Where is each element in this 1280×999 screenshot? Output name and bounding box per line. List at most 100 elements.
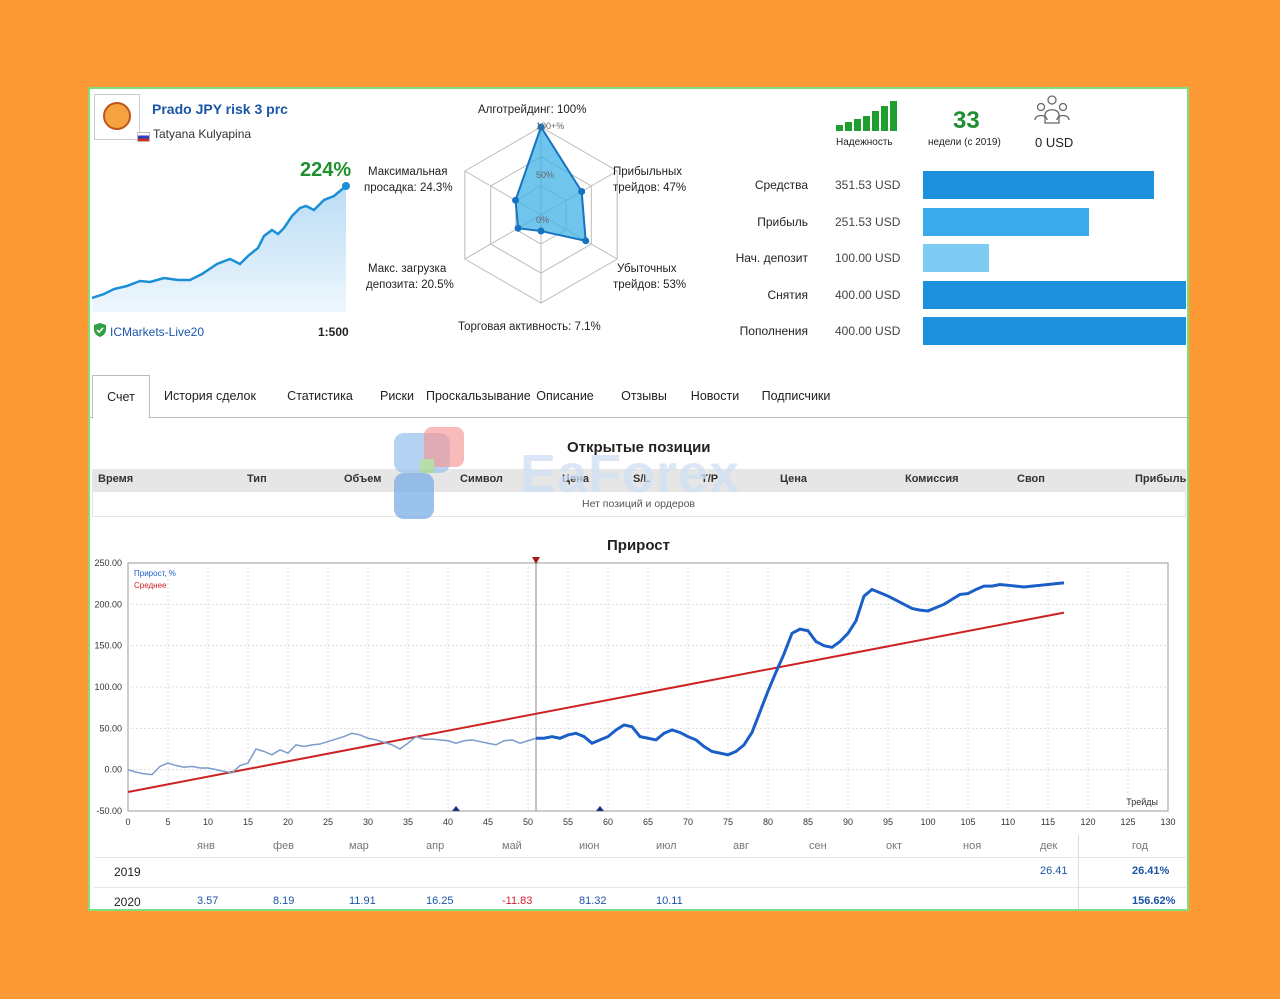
mini-growth-area [92, 186, 346, 312]
broker-server[interactable]: ICMarkets-Live20 [110, 325, 205, 339]
growth-chart: 0 5 10 15 20 25 30 35 40 45 50 55 60 65 70 75 80 85 90 95 10… [94, 557, 1176, 827]
reliability-label: Надежность [836, 137, 893, 148]
signal-title[interactable]: Prado JPY risk 3 prc [152, 101, 288, 117]
positions-header-6[interactable]: T/P [701, 473, 719, 485]
split-marker-triangle [532, 557, 540, 564]
reliability-bars-icon [836, 101, 897, 131]
positions-header-3[interactable]: Символ [460, 473, 503, 485]
tab-5[interactable]: Описание [536, 389, 594, 403]
positions-empty-text: Нет позиций и ордеров [582, 498, 695, 510]
bottom-marker-triangle [452, 806, 460, 811]
growth-percent: 224% [300, 159, 352, 181]
author-name[interactable]: Tatyana Kulyapina [153, 127, 252, 141]
x-tick-label: 40 [443, 817, 453, 827]
finance-value-3: 400.00 USD [835, 287, 901, 302]
signal-avatar[interactable] [94, 94, 140, 140]
x-tick-label: 15 [243, 817, 253, 827]
tab-8[interactable]: Подписчики [761, 389, 831, 403]
x-tick-label: 75 [723, 817, 733, 827]
tab-7[interactable]: Новости [690, 389, 740, 403]
x-tick-label: 105 [960, 817, 975, 827]
radar-label-load-1: Макс. загрузка [368, 263, 447, 275]
radar-tick-100: 100+% [536, 121, 565, 131]
month-header-8: сен [809, 840, 827, 852]
x-tick-label: 100 [920, 817, 935, 827]
radar-label-max-dd-1: Максимальная [368, 166, 448, 178]
year-value-1-5: 81.32 [579, 895, 607, 907]
year-value-1-0: 3.57 [197, 895, 219, 907]
x-tick-label: 20 [283, 817, 293, 827]
finance-label-3: Снятия [767, 287, 809, 302]
positions-header-4[interactable]: Цена [562, 473, 590, 485]
positions-header-10[interactable]: Прибыль [1135, 473, 1187, 485]
positions-table-header: Время Тип Объем Символ Цена S/L T/P Цена Комисси… [92, 469, 1186, 491]
yearly-returns-table: янв фев мар апр май июн июл авг сен окт ноя дек год 2… [90, 835, 1187, 909]
radar-label-loss-2: трейдов: 53% [613, 279, 687, 291]
growth-chart-title: Прирост [607, 537, 670, 554]
table-divider [94, 857, 1186, 858]
positions-header-9[interactable]: Своп [1017, 473, 1045, 485]
month-header-2: мар [349, 840, 369, 852]
finance-label-2: Нач. депозит [735, 251, 808, 266]
y-tick-label: 0.00 [104, 765, 122, 775]
positions-header-0[interactable]: Время [98, 473, 134, 485]
table-divider [94, 887, 1186, 888]
finance-bar-1 [923, 207, 1089, 236]
tab-1[interactable]: История сделок [164, 389, 256, 403]
x-tick-label: 5 [165, 817, 170, 827]
positions-header-2[interactable]: Объем [344, 473, 382, 485]
radar-point [582, 237, 590, 245]
y-tick-label: -50.00 [96, 806, 122, 816]
year-value-1-4: -11.83 [502, 895, 533, 907]
radar-label-activity: Торговая активность: 7.1% [458, 321, 601, 333]
x-tick-label: 50 [523, 817, 533, 827]
radar-label-algo: Алготрейдинг: 100% [478, 104, 587, 116]
legend-growth: Прирост, % [134, 569, 176, 578]
weeks-count: 33 [953, 107, 980, 134]
month-header-11: дек [1040, 840, 1058, 852]
year-value-1-3: 16.25 [426, 895, 454, 907]
positions-header-7[interactable]: Цена [780, 473, 808, 485]
subscribers-icon [1034, 95, 1070, 124]
series-growth-history [127, 732, 537, 776]
leverage-value: 1:500 [318, 325, 349, 339]
month-header-4: май [502, 840, 522, 852]
finance-bar-4 [923, 317, 1186, 346]
month-header-3: апр [426, 840, 445, 852]
year-label-1: 2020 [114, 895, 141, 909]
x-tick-label: 120 [1080, 817, 1095, 827]
x-tick-label: 0 [125, 817, 130, 827]
x-tick-label: 65 [643, 817, 653, 827]
radar-chart [464, 123, 618, 304]
year-value-0-12: 26.41% [1132, 865, 1170, 877]
finance-value-0: 351.53 USD [835, 178, 901, 192]
x-tick-label: 55 [563, 817, 573, 827]
finance-value-4: 400.00 USD [835, 324, 901, 339]
mini-growth-chart [92, 182, 350, 312]
russia-flag-icon [137, 132, 150, 142]
x-tick-label: 35 [403, 817, 413, 827]
tab-4[interactable]: Проскальзывание [426, 389, 531, 403]
positions-header-1[interactable]: Тип [247, 473, 267, 485]
radar-point [512, 196, 520, 204]
positions-header-5[interactable]: S/L [633, 473, 651, 485]
series-growth [536, 581, 1065, 757]
x-tick-label: 85 [803, 817, 813, 827]
tab-2[interactable]: Статистика [287, 389, 353, 403]
month-header-10: ноя [963, 840, 982, 852]
tab-0[interactable]: Счет [92, 375, 150, 419]
tab-6[interactable]: Отзывы [621, 389, 667, 403]
positions-header-8[interactable]: Комиссия [905, 473, 959, 485]
subscribers-funds: 0 USD [1035, 135, 1074, 150]
x-tick-label: 130 [1160, 817, 1175, 827]
month-header-0: янв [197, 840, 215, 852]
watermark-text: EaForex [520, 444, 741, 504]
year-value-0-11: 26.41 [1040, 865, 1068, 877]
tab-3[interactable]: Риски [379, 389, 415, 403]
x-axis-label: Трейды [1126, 797, 1158, 807]
x-tick-label: 90 [843, 817, 853, 827]
x-tick-label: 70 [683, 817, 693, 827]
open-positions-title: Открытые позиции [567, 439, 711, 456]
x-tick-label: 60 [603, 817, 613, 827]
y-tick-label: 100.00 [94, 682, 122, 692]
